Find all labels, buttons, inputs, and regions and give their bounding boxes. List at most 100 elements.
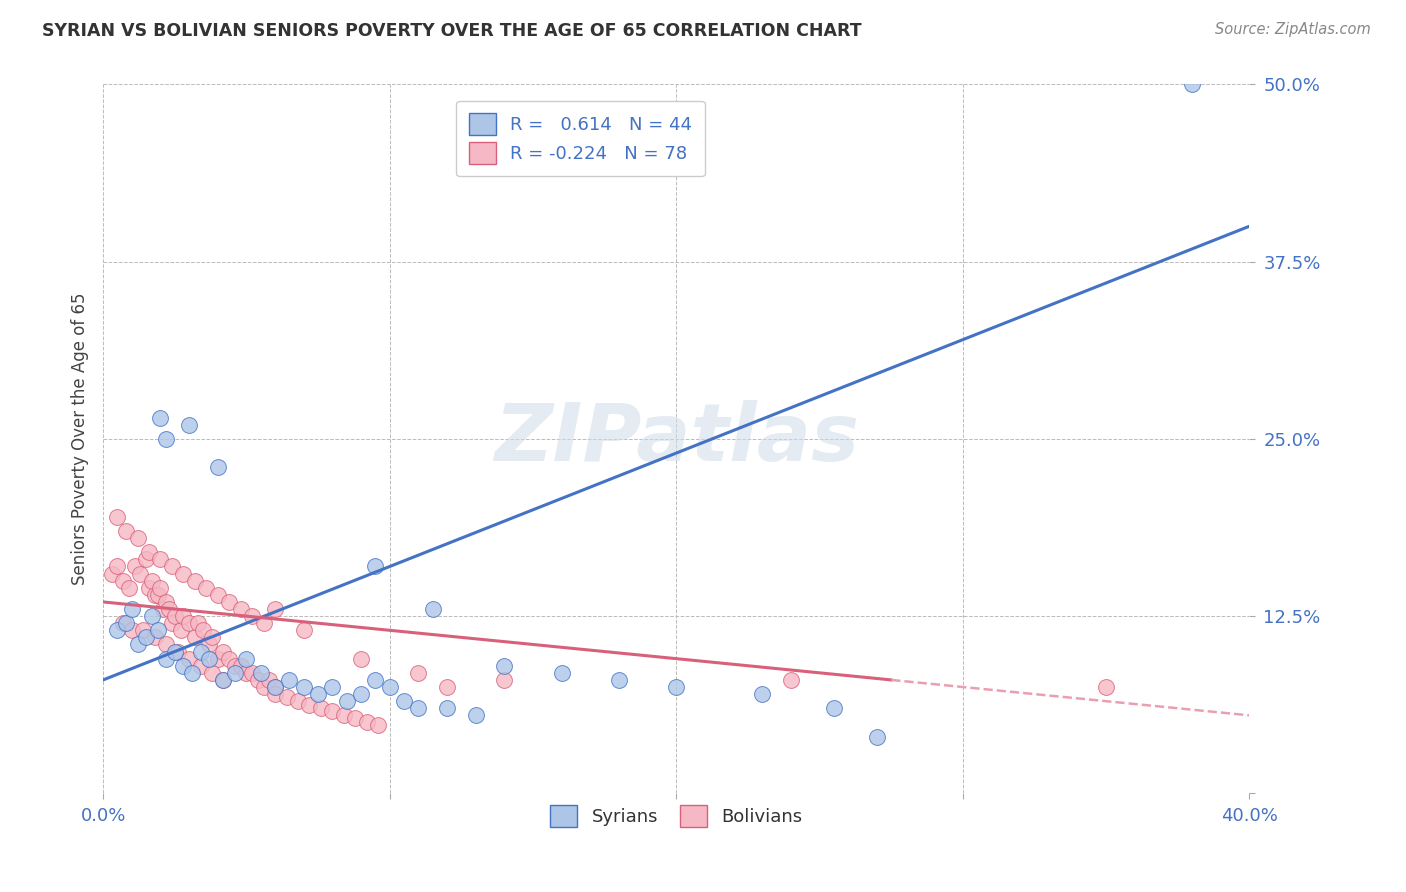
- Point: [240, 609, 263, 624]
- Point: [138, 581, 160, 595]
- Point: [264, 680, 287, 694]
- Point: [1095, 680, 1118, 694]
- Point: [184, 574, 207, 588]
- Point: [181, 665, 204, 680]
- Point: [278, 673, 301, 687]
- Point: [118, 581, 141, 595]
- Point: [112, 616, 135, 631]
- Point: [344, 711, 367, 725]
- Point: [160, 616, 183, 631]
- Point: [169, 624, 191, 638]
- Point: [336, 694, 359, 708]
- Point: [229, 602, 252, 616]
- Point: [149, 552, 172, 566]
- Point: [157, 602, 180, 616]
- Point: [276, 690, 298, 704]
- Point: [163, 609, 186, 624]
- Point: [780, 673, 803, 687]
- Point: [207, 588, 229, 602]
- Point: [212, 673, 235, 687]
- Point: [224, 665, 246, 680]
- Point: [259, 673, 281, 687]
- Point: [751, 687, 773, 701]
- Point: [163, 644, 186, 658]
- Point: [264, 687, 287, 701]
- Point: [177, 417, 200, 432]
- Point: [198, 651, 221, 665]
- Point: [321, 704, 343, 718]
- Point: [408, 665, 430, 680]
- Point: [201, 631, 224, 645]
- Point: [235, 651, 257, 665]
- Point: [364, 559, 387, 574]
- Point: [177, 616, 200, 631]
- Point: [127, 531, 149, 545]
- Point: [392, 694, 415, 708]
- Point: [607, 673, 630, 687]
- Point: [264, 602, 287, 616]
- Point: [141, 574, 163, 588]
- Point: [115, 616, 138, 631]
- Point: [135, 552, 157, 566]
- Point: [235, 665, 257, 680]
- Point: [307, 687, 329, 701]
- Point: [309, 701, 332, 715]
- Point: [132, 624, 155, 638]
- Point: [172, 658, 194, 673]
- Point: [160, 559, 183, 574]
- Point: [135, 631, 157, 645]
- Point: [152, 602, 174, 616]
- Point: [494, 673, 516, 687]
- Point: [218, 595, 240, 609]
- Point: [321, 680, 343, 694]
- Y-axis label: Seniors Poverty Over the Age of 65: Seniors Poverty Over the Age of 65: [72, 293, 89, 585]
- Point: [287, 694, 309, 708]
- Point: [367, 718, 389, 732]
- Point: [264, 680, 287, 694]
- Point: [333, 708, 356, 723]
- Point: [240, 665, 263, 680]
- Point: [665, 680, 688, 694]
- Point: [193, 624, 215, 638]
- Point: [172, 566, 194, 581]
- Point: [127, 638, 149, 652]
- Point: [155, 595, 177, 609]
- Legend: Syrians, Bolivians: Syrians, Bolivians: [543, 797, 810, 834]
- Point: [207, 460, 229, 475]
- Point: [121, 624, 143, 638]
- Text: Source: ZipAtlas.com: Source: ZipAtlas.com: [1215, 22, 1371, 37]
- Point: [350, 687, 373, 701]
- Point: [364, 673, 387, 687]
- Point: [138, 545, 160, 559]
- Point: [107, 559, 129, 574]
- Point: [143, 588, 166, 602]
- Point: [149, 410, 172, 425]
- Point: [190, 658, 212, 673]
- Point: [201, 665, 224, 680]
- Point: [356, 715, 378, 730]
- Point: [187, 616, 209, 631]
- Point: [246, 673, 269, 687]
- Point: [378, 680, 401, 694]
- Point: [146, 588, 169, 602]
- Point: [252, 680, 274, 694]
- Point: [207, 651, 229, 665]
- Point: [1181, 78, 1204, 92]
- Point: [224, 658, 246, 673]
- Point: [112, 574, 135, 588]
- Point: [100, 566, 122, 581]
- Text: ZIPatlas: ZIPatlas: [494, 400, 859, 478]
- Point: [143, 631, 166, 645]
- Point: [166, 644, 188, 658]
- Point: [141, 609, 163, 624]
- Point: [155, 432, 177, 446]
- Point: [464, 708, 486, 723]
- Point: [177, 651, 200, 665]
- Point: [155, 651, 177, 665]
- Point: [249, 665, 271, 680]
- Point: [218, 651, 240, 665]
- Point: [422, 602, 444, 616]
- Point: [229, 658, 252, 673]
- Point: [129, 566, 152, 581]
- Point: [866, 730, 889, 744]
